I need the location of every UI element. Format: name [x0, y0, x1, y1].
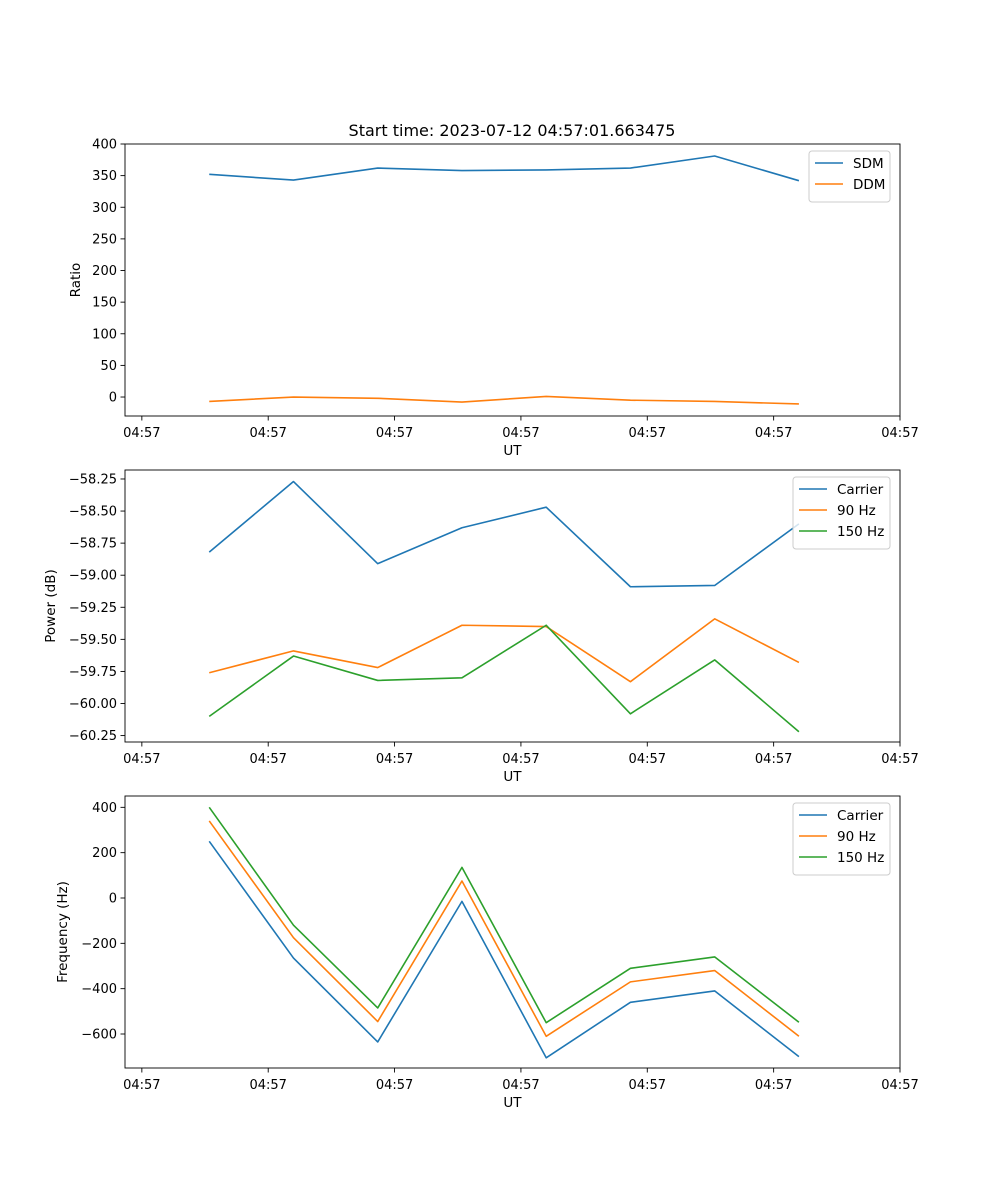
y-tick-label: −59.75: [69, 665, 117, 680]
x-tick-label: 04:57: [376, 752, 413, 767]
x-tick-label: 04:57: [376, 1078, 413, 1093]
x-tick-label: 04:57: [249, 1078, 286, 1093]
x-tick-label: 04:57: [249, 426, 286, 441]
legend-label: DDM: [853, 177, 885, 193]
x-tick-label: 04:57: [502, 752, 539, 767]
y-tick-label: −58.25: [69, 472, 117, 487]
x-tick-label: 04:57: [881, 752, 918, 767]
x-tick-label: 04:57: [755, 752, 792, 767]
x-tick-label: 04:57: [502, 1078, 539, 1093]
y-tick-label: 300: [92, 201, 117, 216]
legend-label: SDM: [853, 156, 884, 172]
series-line-90-hz: [208, 820, 800, 1038]
y-tick-label: 200: [92, 264, 117, 279]
y-axis-label: Power (dB): [43, 569, 59, 642]
y-tick-label: 50: [100, 359, 117, 374]
subplot-3: 04:57 04:57 04:57 04:57 04:57 04:57 04:57 −600 −…: [55, 795, 919, 1111]
legend-label: 90 Hz: [837, 829, 876, 845]
x-tick-label: 04:57: [376, 426, 413, 441]
x-tick-label: 04:57: [755, 426, 792, 441]
x-axis-label: UT: [503, 443, 522, 459]
x-tick-label: 04:57: [502, 426, 539, 441]
legend-label: Carrier: [837, 482, 884, 498]
y-tick-label: −59.25: [69, 601, 117, 616]
legend: SDM DDM: [808, 150, 891, 203]
series-line-90-hz: [209, 618, 800, 683]
legend-label: Carrier: [837, 808, 884, 824]
y-axis-label: Ratio: [68, 263, 84, 298]
series-line-ddm: [209, 395, 799, 405]
legend-label: 150 Hz: [837, 850, 884, 866]
y-tick-label: 100: [92, 327, 117, 342]
y-tick-label: 0: [109, 892, 117, 907]
y-tick-label: −59.50: [69, 633, 117, 648]
series-line-150-hz: [208, 624, 800, 733]
y-tick-label: −58.50: [69, 505, 117, 520]
x-axis-label: UT: [503, 769, 522, 785]
y-tick-label: −200: [81, 937, 117, 952]
y-tick-label: 400: [92, 138, 117, 153]
subplot-1: 04:57 04:57 04:57 04:57 04:57 04:57 04:57 0 50 10…: [68, 138, 919, 460]
legend-label: 90 Hz: [837, 503, 876, 519]
x-tick-label: 04:57: [629, 1078, 666, 1093]
legend-label: 150 Hz: [837, 524, 884, 540]
x-tick-label: 04:57: [629, 752, 666, 767]
series-line-carrier: [208, 840, 800, 1059]
y-tick-label: −400: [81, 982, 117, 997]
y-tick-label: 0: [109, 391, 117, 406]
axes-frame: [124, 469, 901, 743]
x-tick-label: 04:57: [881, 426, 918, 441]
series-line-carrier: [208, 480, 800, 588]
y-tick-label: −60.00: [69, 697, 117, 712]
y-tick-label: −59.00: [69, 569, 117, 584]
subplot-2: 04:57 04:57 04:57 04:57 04:57 04:57 04:57 −60.2…: [43, 469, 919, 785]
figure-title: Start time: 2023-07-12 04:57:01.663475: [349, 121, 676, 140]
x-tick-label: 04:57: [123, 426, 160, 441]
x-axis-label: UT: [503, 1095, 522, 1111]
y-tick-label: −58.75: [69, 537, 117, 552]
y-tick-label: −60.25: [69, 729, 117, 744]
legend: Carrier 90 Hz 150 Hz: [792, 802, 891, 876]
y-tick-label: 350: [92, 169, 117, 184]
series-line-sdm: [209, 155, 800, 182]
axes-frame: [124, 143, 901, 417]
y-tick-label: −600: [81, 1028, 117, 1043]
x-tick-label: 04:57: [123, 1078, 160, 1093]
y-tick-label: 250: [92, 232, 117, 247]
y-tick-label: 150: [92, 296, 117, 311]
axes-frame: [124, 795, 901, 1069]
y-axis-label: Frequency (Hz): [55, 881, 71, 983]
x-tick-label: 04:57: [755, 1078, 792, 1093]
x-tick-label: 04:57: [123, 752, 160, 767]
x-tick-label: 04:57: [881, 1078, 918, 1093]
x-tick-label: 04:57: [629, 426, 666, 441]
series-line-150-hz: [208, 806, 800, 1024]
legend: Carrier 90 Hz 150 Hz: [792, 476, 891, 550]
y-tick-label: 200: [92, 846, 117, 861]
x-tick-label: 04:57: [249, 752, 286, 767]
y-tick-label: 400: [92, 801, 117, 816]
